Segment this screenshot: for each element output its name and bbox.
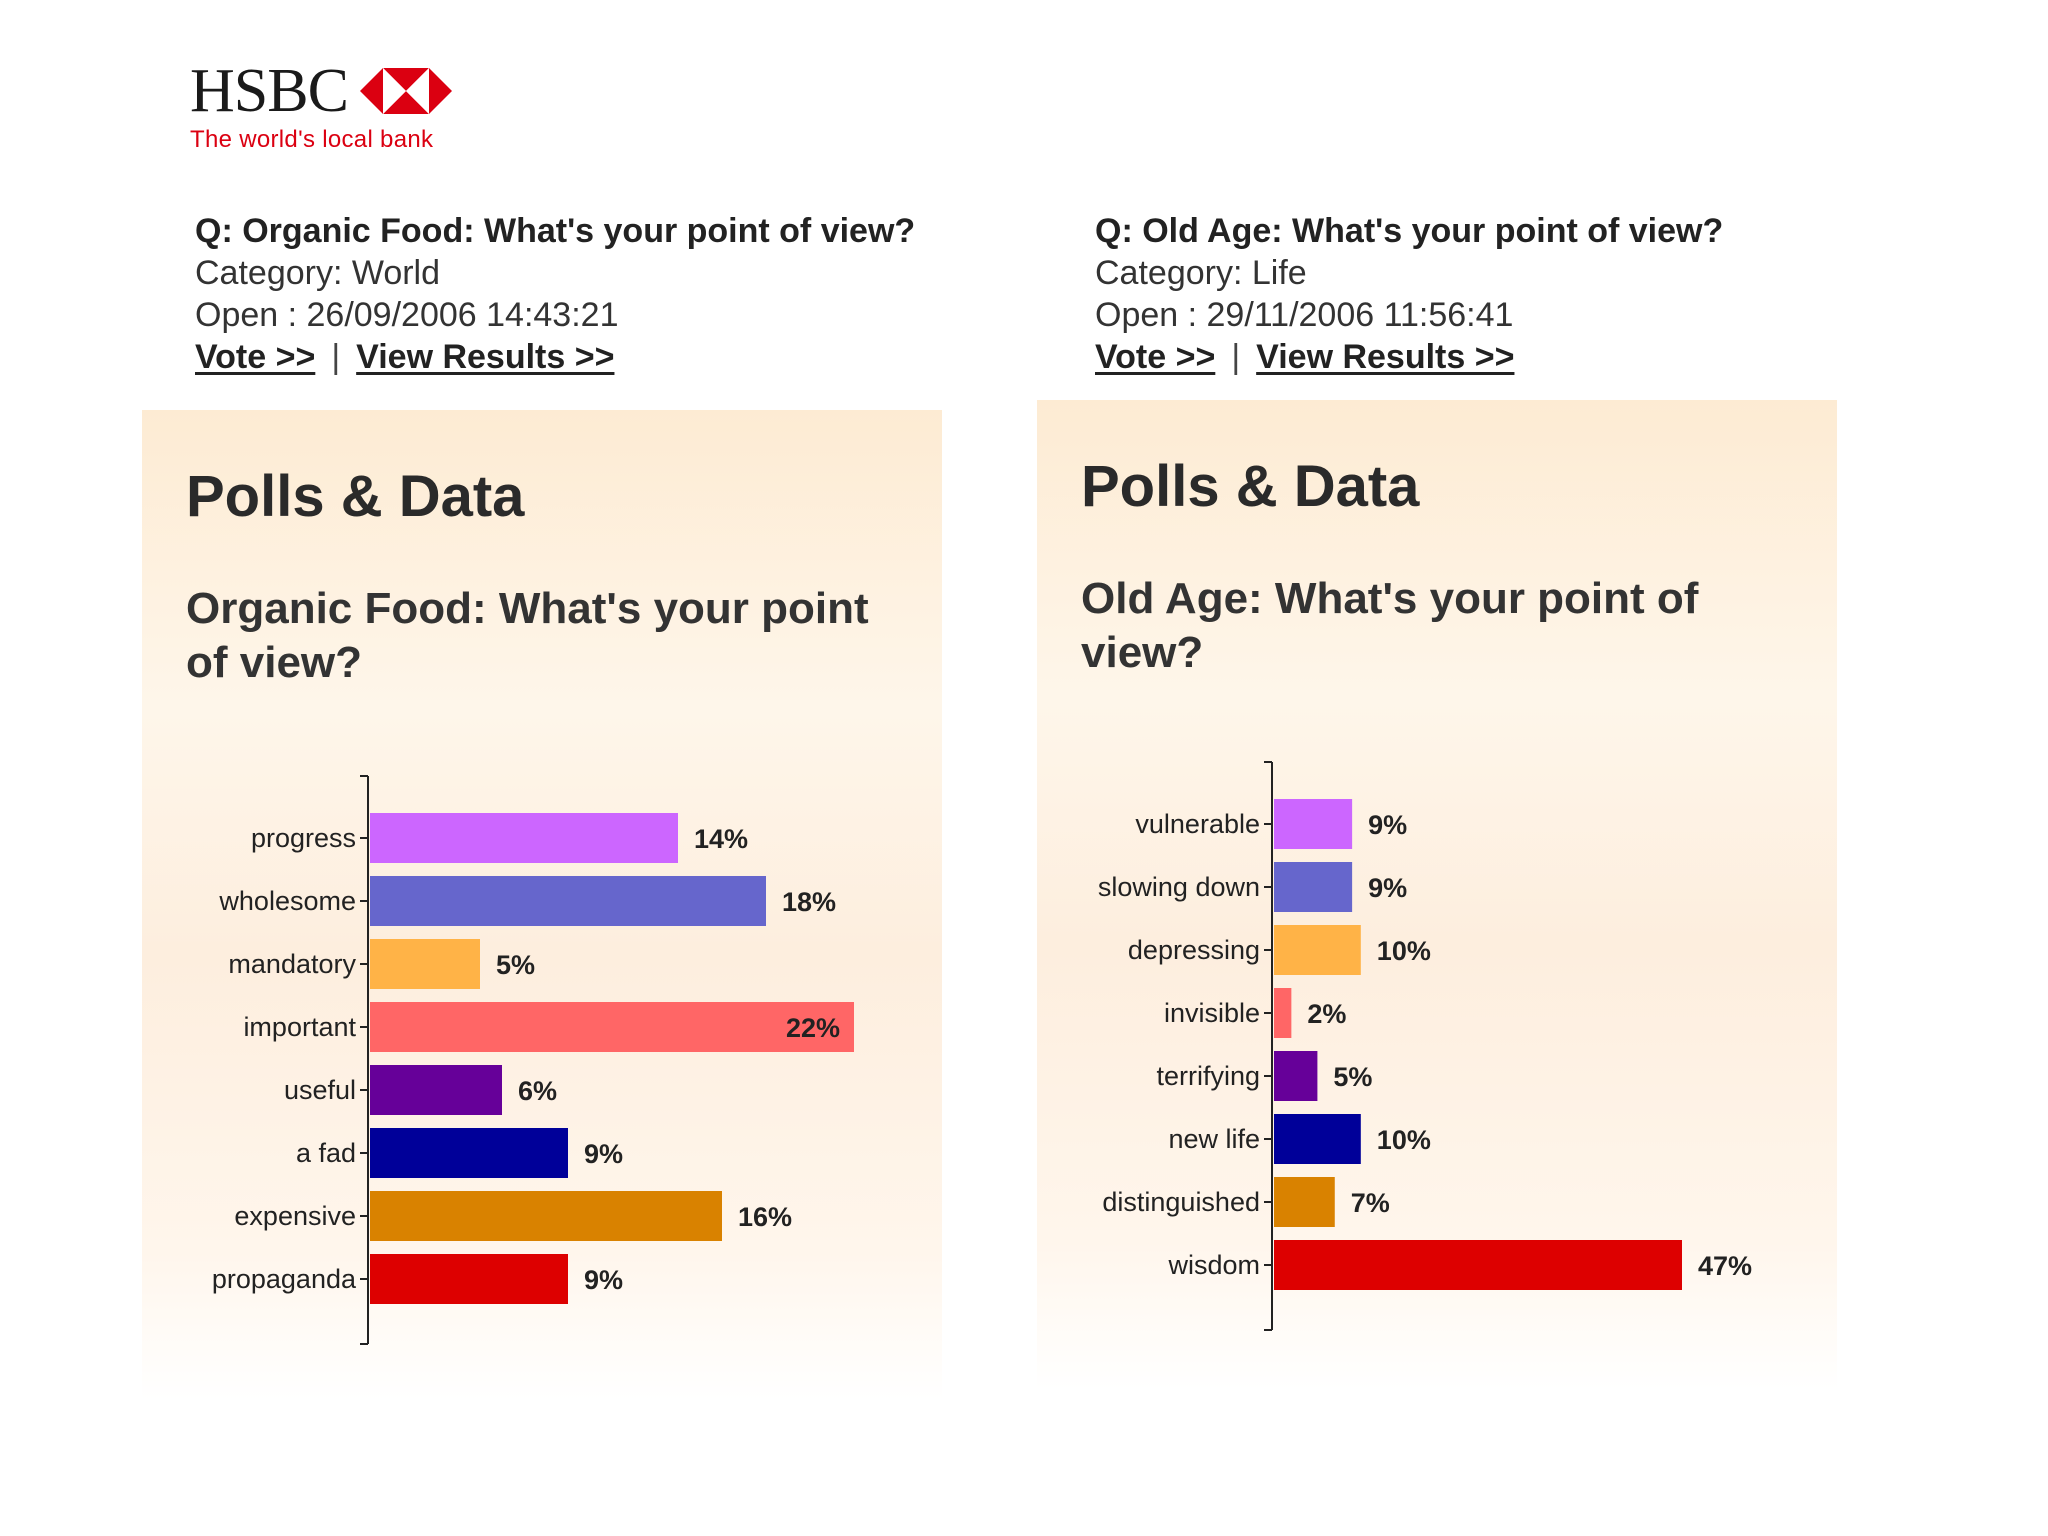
value-label: 9% [584,1139,623,1169]
poll-category: Category: Life [1095,254,1307,292]
bar-important [370,1002,854,1052]
bar-terrifying [1274,1051,1318,1101]
view-results-link[interactable]: View Results >> [1256,338,1515,376]
value-label: 2% [1307,999,1346,1029]
category-label: important [243,1012,356,1042]
value-label: 18% [782,887,836,917]
bar-slowing-down [1274,862,1353,912]
poll-question-block-old-age: Q: Old Age: What's your point of view? C… [1095,210,1723,378]
poll-question-title: Q: Old Age: What's your point of view? [1095,212,1724,250]
bar-a-fad [370,1128,568,1178]
logo-wordmark: HSBC [190,57,349,125]
bar-propaganda [370,1254,568,1304]
bar-expensive [370,1191,722,1241]
value-label: 10% [1377,1125,1431,1155]
vote-link[interactable]: Vote >> [1095,338,1216,376]
value-label: 16% [738,1202,792,1232]
value-label: 14% [694,824,748,854]
category-label: terrifying [1156,1061,1260,1091]
poll-links: Vote >> | View Results >> [1095,336,1723,378]
polls-panel-organic-food: Polls & Data Organic Food: What's your p… [142,410,942,1400]
bar-wholesome [370,876,766,926]
bar-new-life [1274,1114,1361,1164]
bar-useful [370,1065,502,1115]
value-label: 7% [1351,1188,1390,1218]
category-label: a fad [296,1138,356,1168]
category-label: slowing down [1098,872,1260,902]
bar-mandatory [370,939,480,989]
value-label: 6% [518,1076,557,1106]
category-label: distinguished [1102,1187,1260,1217]
link-separator: | [331,338,341,376]
link-separator: | [1231,338,1241,376]
category-label: wholesome [218,886,356,916]
vote-link[interactable]: Vote >> [195,338,316,376]
category-label: depressing [1128,935,1260,965]
category-label: vulnerable [1135,809,1260,839]
poll-question-block-organic-food: Q: Organic Food: What's your point of vi… [195,210,915,378]
value-label: 9% [1368,810,1407,840]
hsbc-logo: HSBC The world's local bank [190,58,452,154]
category-label: propaganda [212,1264,357,1294]
logo-tagline: The world's local bank [190,126,434,153]
panel-question: Organic Food: What's your point of view? [186,584,869,687]
category-label: expensive [234,1201,356,1231]
value-label: 47% [1698,1251,1752,1281]
category-label: new life [1168,1124,1260,1154]
category-label: wisdom [1167,1250,1260,1280]
bar-chart-old-age: vulnerable 9% slowing down 9% depressing 10% i… [1098,761,1752,1331]
value-label: 22% [786,1013,840,1043]
value-label: 5% [1333,1062,1372,1092]
panel-title: Polls & Data [1081,454,1420,519]
value-label: 9% [1368,873,1407,903]
poll-open-date: Open : 29/11/2006 11:56:41 [1095,296,1514,334]
panel-question: Old Age: What's your point of view? [1081,574,1699,677]
bar-chart-organic-food: progress 14% wholesome 18% mandatory 5% import… [212,775,854,1345]
poll-links: Vote >> | View Results >> [195,336,915,378]
category-label: mandatory [228,949,356,979]
bar-vulnerable [1274,799,1353,849]
poll-category: Category: World [195,254,441,292]
poll-open-date: Open : 26/09/2006 14:43:21 [195,296,619,334]
bar-wisdom [1274,1240,1682,1290]
value-label: 10% [1377,936,1431,966]
category-label: useful [284,1075,356,1105]
bar-invisible [1274,988,1292,1038]
bar-depressing [1274,925,1361,975]
value-label: 9% [584,1265,623,1295]
panel-title: Polls & Data [186,464,525,529]
bar-progress [370,813,678,863]
poll-question-title: Q: Organic Food: What's your point of vi… [195,212,916,250]
bar-distinguished [1274,1177,1335,1227]
category-label: progress [251,823,356,853]
category-label: invisible [1164,998,1260,1028]
value-label: 5% [496,950,535,980]
polls-panel-old-age: Polls & Data Old Age: What's your point … [1037,400,1837,1390]
view-results-link[interactable]: View Results >> [356,338,615,376]
hsbc-hexagon-icon [359,68,452,114]
